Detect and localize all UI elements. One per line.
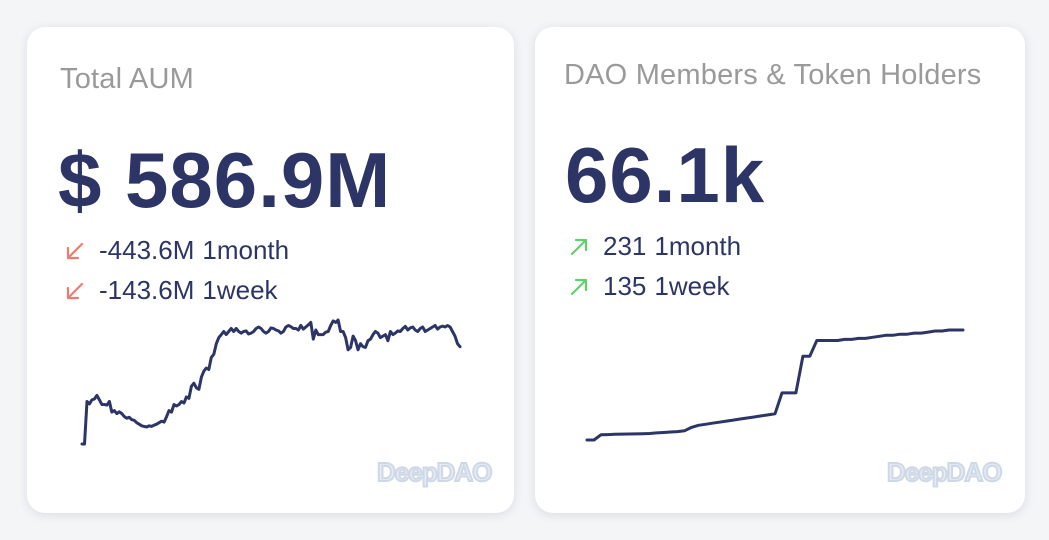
arrow-up-right-icon — [570, 238, 588, 255]
deepdao-watermark-logo: DeepDAO — [376, 456, 493, 488]
change-period: 1week — [654, 271, 730, 301]
arrow-down-left-icon — [66, 282, 84, 299]
dao-members-card[interactable]: DAO Members & Token Holders 66.1k 231 1m… — [535, 27, 1025, 513]
aum-sparkline — [80, 318, 462, 446]
members-sparkline — [585, 328, 965, 442]
members-series-line — [585, 328, 965, 442]
change-period: 1month — [202, 235, 290, 265]
change-row-1week: 135 1week — [568, 271, 730, 302]
card-title: DAO Members & Token Holders — [564, 59, 982, 91]
arrow-down-left-icon — [66, 242, 84, 259]
change-row-1month: 231 1month — [568, 231, 741, 262]
members-value: 66.1k — [565, 131, 766, 219]
card-title: Total AUM — [60, 63, 194, 95]
total-aum-card[interactable]: Total AUM $ 586.9M -443.6M 1month -143.6… — [27, 27, 514, 513]
change-period: 1month — [654, 231, 742, 261]
change-amount: 231 — [603, 231, 647, 261]
arrow-up-right-icon — [570, 278, 588, 295]
aum-series-line — [80, 318, 462, 446]
deepdao-watermark-logo: DeepDAO — [886, 456, 1003, 488]
change-amount: 135 — [603, 271, 647, 301]
change-amount: -143.6M — [99, 275, 195, 305]
change-row-1month: -443.6M 1month — [64, 235, 289, 266]
change-period: 1week — [202, 275, 278, 305]
change-amount: -443.6M — [99, 235, 195, 265]
change-row-1week: -143.6M 1week — [64, 275, 278, 306]
aum-value: $ 586.9M — [58, 136, 392, 224]
